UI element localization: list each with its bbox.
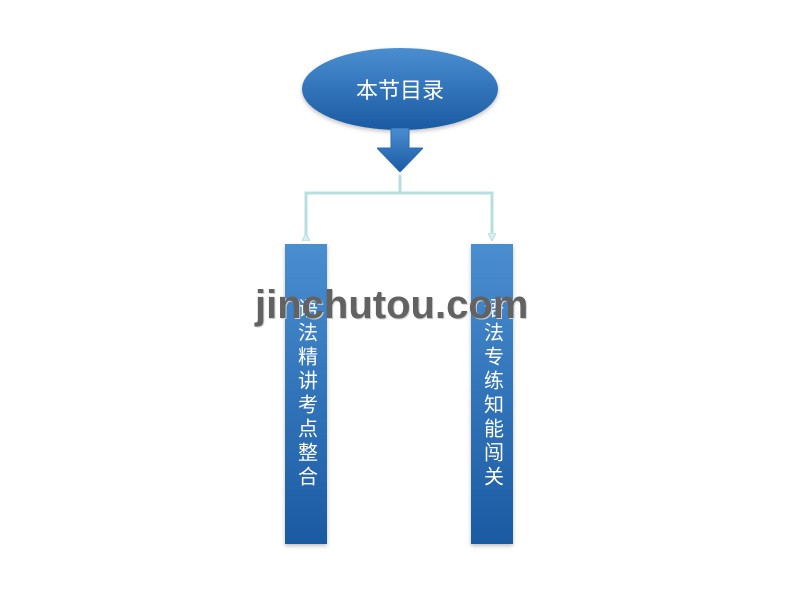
root-label: 本节目录 <box>356 73 444 105</box>
left-topic-bar: 语法精讲考点整合 <box>285 244 327 544</box>
left-topic-label: 语法精讲考点整合 <box>292 298 321 490</box>
right-topic-bar: 语法专练知能闯关 <box>471 244 513 544</box>
right-topic-label: 语法专练知能闯关 <box>478 298 507 490</box>
branch-connector <box>279 175 521 243</box>
arrow-down-icon <box>377 128 423 172</box>
root-ellipse: 本节目录 <box>302 48 498 130</box>
